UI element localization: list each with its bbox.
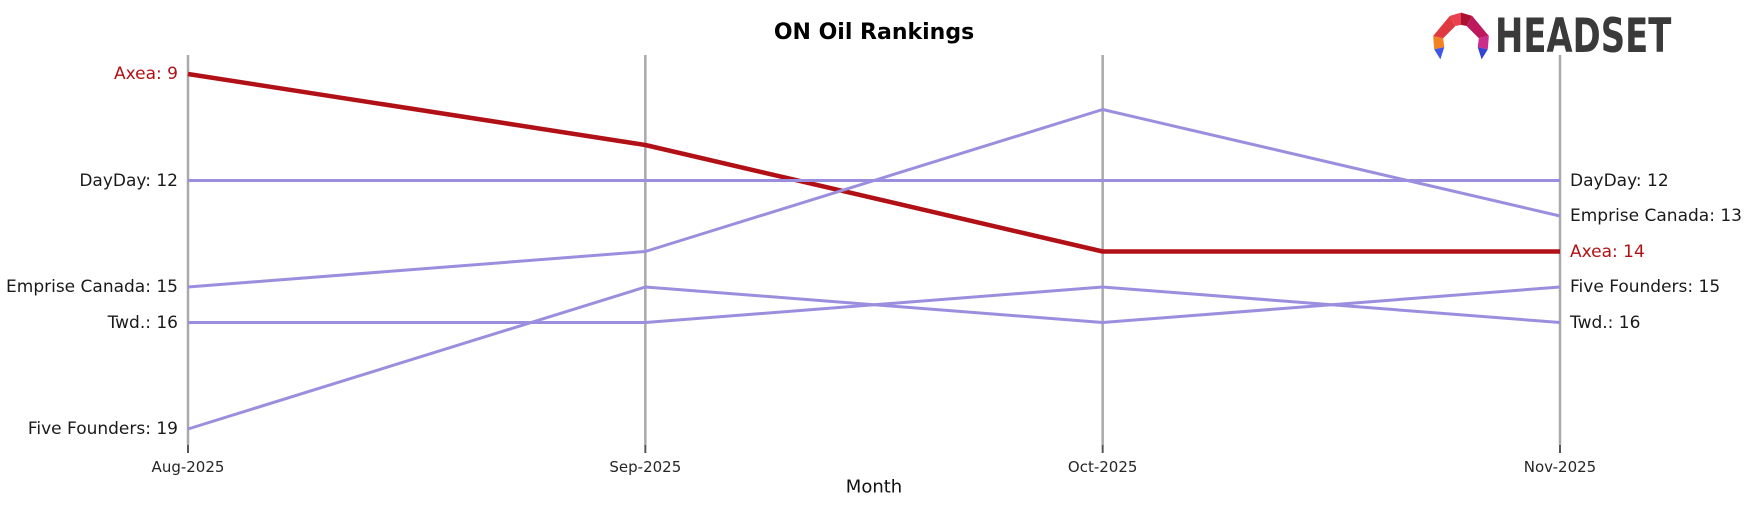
start-label-emprise-canada: Emprise Canada: 15 [6, 277, 178, 297]
logo-facet-pink [1477, 36, 1490, 50]
series-line-five-founders[interactable] [187, 285, 1561, 431]
logo-facet-blue-left [1434, 47, 1445, 60]
logo-facet-red-bright [1449, 12, 1462, 26]
x-tick-label-Sep-2025: Sep-2025 [609, 458, 682, 476]
start-label-dayday: DayDay: 12 [79, 170, 178, 191]
start-label-axea: Axea: 9 [114, 64, 178, 84]
end-label-emprise-canada: Emprise Canada: 13 [1570, 206, 1742, 226]
headset-logo: HEADSET [1432, 7, 1740, 65]
logo-facet-blue-right [1477, 47, 1488, 60]
x-axis-title: Month [845, 476, 903, 498]
x-tick-label-Oct-2025: Oct-2025 [1067, 458, 1138, 476]
x-tick-label-Nov-2025: Nov-2025 [1523, 458, 1597, 476]
logo-facet-red-dark [1461, 12, 1473, 26]
chart-title: ON Oil Rankings [773, 20, 975, 45]
logo-facet-red [1433, 15, 1456, 39]
headset-logo-icon [1433, 12, 1490, 60]
x-tick-label-Aug-2025: Aug-2025 [151, 458, 225, 476]
end-label-dayday: DayDay: 12 [1570, 170, 1669, 191]
end-label-five-founders: Five Founders: 15 [1570, 277, 1721, 297]
series-line-axea[interactable] [187, 71, 1560, 254]
series-line-emprise-canada[interactable] [187, 108, 1561, 289]
start-label-twd: Twd.: 16 [107, 312, 178, 333]
logo-facet-orange [1433, 36, 1445, 50]
logo-facet-magenta [1466, 15, 1490, 39]
end-label-axea: Axea: 14 [1570, 241, 1645, 262]
start-label-five-founders: Five Founders: 19 [27, 419, 178, 439]
headset-logo-text: HEADSET [1495, 8, 1672, 64]
end-label-twd: Twd.: 16 [1570, 312, 1641, 333]
